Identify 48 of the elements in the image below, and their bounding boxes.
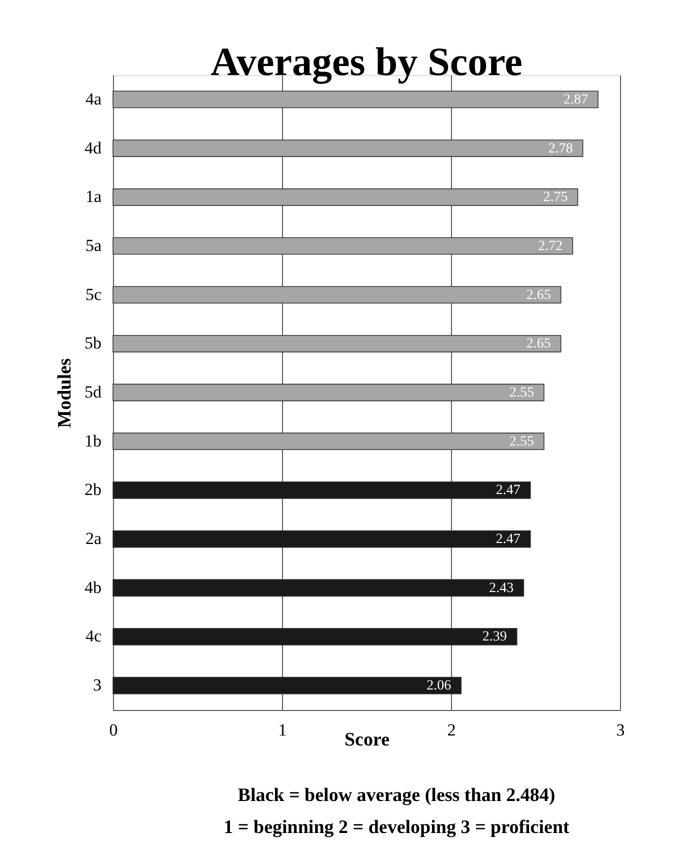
y-tick-label: 1a xyxy=(85,187,102,206)
bar xyxy=(112,676,462,694)
bar xyxy=(112,628,518,646)
data-label: 2.47 xyxy=(496,483,520,498)
bar xyxy=(112,334,562,352)
x-axis-title: Score xyxy=(344,730,390,750)
y-tick-label: 1b xyxy=(84,431,102,450)
bar xyxy=(112,384,544,402)
bar xyxy=(112,579,524,597)
text: Black = below average (less than 2.484) xyxy=(238,785,556,806)
y-tick-label: 2a xyxy=(85,529,102,548)
y-tick-label: 4d xyxy=(84,138,102,158)
bar xyxy=(112,432,544,450)
data-label: 2.55 xyxy=(509,434,534,450)
data-label: 2.75 xyxy=(543,190,568,206)
chart-title: Averages by Score xyxy=(210,39,522,84)
x-tick-label: 3 xyxy=(616,720,625,740)
bar xyxy=(112,481,531,499)
y-tick-label: 3 xyxy=(93,676,102,695)
data-label: 2.55 xyxy=(509,386,534,400)
y-tick-label: 5d xyxy=(84,382,102,402)
data-label: 2.39 xyxy=(482,630,507,645)
bar xyxy=(112,90,598,108)
data-label: 2.87 xyxy=(564,92,588,108)
y-axis-title: Modules xyxy=(54,358,76,428)
y-tick-label: 4a xyxy=(85,89,102,108)
data-label: 2.43 xyxy=(489,580,514,596)
bar xyxy=(112,286,562,304)
x-tick-label: 0 xyxy=(109,720,118,740)
data-label: 2.65 xyxy=(526,336,551,352)
y-tick-label: 5c xyxy=(85,284,102,304)
data-label: 2.06 xyxy=(426,678,452,694)
bar xyxy=(112,188,578,206)
y-tick-label: 4c xyxy=(85,626,102,646)
bar xyxy=(112,237,574,255)
bar xyxy=(112,530,531,548)
data-label: 2.47 xyxy=(496,532,520,548)
data-label: 2.72 xyxy=(538,238,563,254)
text: 1 = beginning 2 = developing 3 = proficient xyxy=(224,817,570,838)
data-label: 2.78 xyxy=(548,141,573,156)
x-tick-label: 2 xyxy=(447,720,456,740)
y-tick-label: 5a xyxy=(85,236,102,255)
data-label: 2.65 xyxy=(526,288,551,303)
x-tick-label: 1 xyxy=(278,720,287,740)
y-tick-label: 5b xyxy=(84,334,102,353)
y-tick-label: 2b xyxy=(84,480,102,500)
y-tick-label: 4b xyxy=(84,578,102,597)
bar xyxy=(112,140,584,157)
